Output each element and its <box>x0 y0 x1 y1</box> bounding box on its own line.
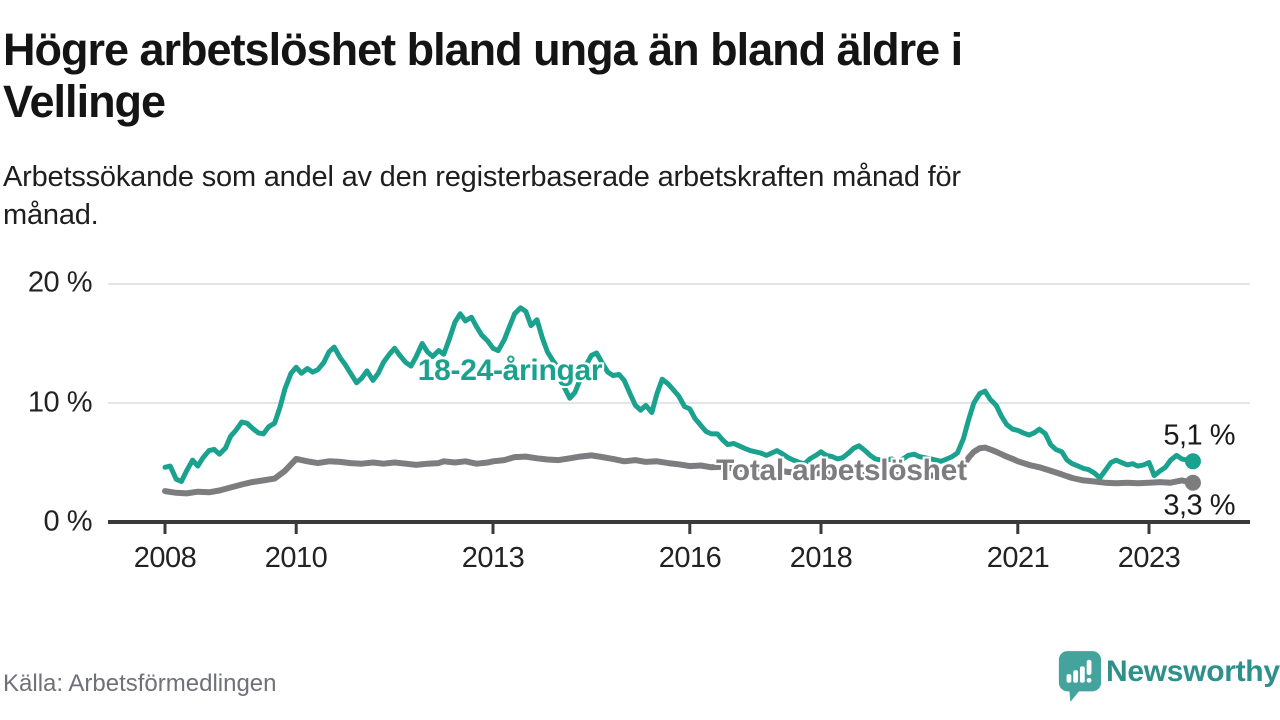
source-note: Källa: Arbetsförmedlingen <box>3 670 277 697</box>
series-label-young: 18-24-åringar <box>417 354 603 387</box>
end-dot-total <box>1184 474 1201 491</box>
end-value-total: 3,3 % <box>1163 489 1235 522</box>
y-axis-label-20: 20 % <box>27 266 93 299</box>
series-line-young <box>162 305 1196 484</box>
y-axis-label-0: 0 % <box>43 505 93 538</box>
newsworthy-brand: Newsworthy <box>1056 648 1280 704</box>
y-axis-label-10: 10 % <box>27 386 93 419</box>
x-axis-label-2021: 2021 <box>986 542 1050 574</box>
page-title-line2: Vellinge <box>3 76 166 127</box>
x-axis-label-2008: 2008 <box>133 542 197 574</box>
page-subtitle-line2: månad. <box>3 199 99 231</box>
series-label-total: Total arbetslöshet <box>716 454 967 487</box>
page-title-line1: Högre arbetslöshet bland unga än bland ä… <box>3 24 963 75</box>
newsworthy-wordmark: Newsworthy <box>1106 655 1280 688</box>
newsworthy-speech-bubble-chart-icon <box>1058 651 1102 702</box>
end-value-young: 5,1 % <box>1163 419 1235 452</box>
x-axis-label-2010: 2010 <box>264 542 328 574</box>
x-axis-label-2018: 2018 <box>789 542 853 574</box>
series-line-total <box>162 444 1196 497</box>
x-axis-label-2023: 2023 <box>1117 542 1181 574</box>
end-dot-young <box>1184 453 1201 470</box>
page-subtitle: Arbetssökande som andel av den registerb… <box>3 158 1243 234</box>
page-title: Högre arbetslöshet bland unga än bland ä… <box>3 24 1243 128</box>
x-axis-label-2016: 2016 <box>658 542 722 574</box>
page-subtitle-line1: Arbetssökande som andel av den registerb… <box>3 161 961 193</box>
x-axis-label-2013: 2013 <box>461 542 525 574</box>
